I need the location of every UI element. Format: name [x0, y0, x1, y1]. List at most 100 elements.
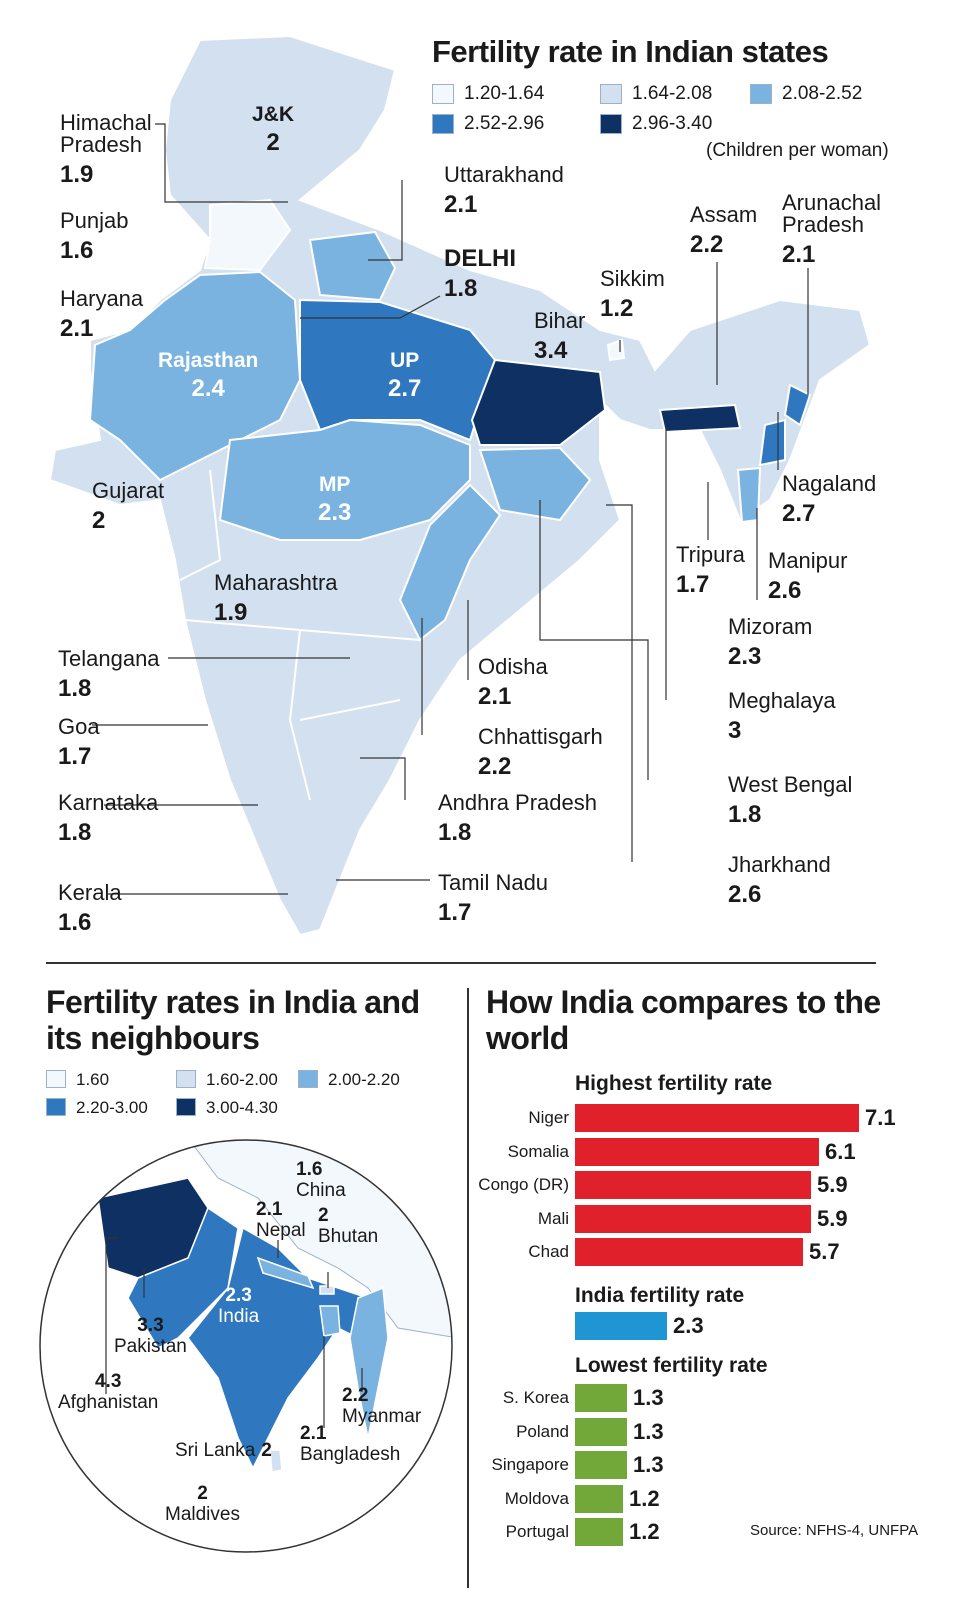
bar-category: S. Korea [502, 1388, 569, 1407]
state-name: Odisha [478, 654, 548, 679]
state-value: 2.6 [728, 881, 762, 908]
india-label: India fertility rate [575, 1284, 745, 1307]
bar-lowest-fertility-rate [575, 1384, 627, 1412]
bangladesh-region [319, 1305, 341, 1337]
up-region [299, 298, 497, 442]
state-value: 1.6 [58, 909, 92, 936]
rajasthan-region [88, 270, 302, 482]
bar-category: Singapore [491, 1455, 569, 1474]
neighbours-map [39, 1139, 453, 1553]
state-label-andhra-pradesh: Andhra Pradesh 1.8 [438, 792, 597, 846]
state-label-assam: Assam 2.2 [690, 204, 757, 258]
state-value: 2.3 [728, 643, 762, 670]
state-label-manipur: Manipur 2.6 [768, 550, 847, 604]
country-name: China [296, 1180, 346, 1201]
nagaland-region [783, 383, 812, 427]
legend-label: 1.64-2.08 [632, 83, 713, 104]
legend-swatch [432, 114, 454, 134]
country-label-pakistan: 3.3 Pakistan [114, 1316, 187, 1358]
mizoram-region [736, 466, 762, 524]
state-value: 2.2 [690, 231, 724, 258]
bar-value: 1.2 [629, 1485, 660, 1511]
country-name: Bhutan [318, 1226, 379, 1247]
state-label-tripura: Tripura 1.7 [676, 544, 745, 598]
bar-category: Congo (DR) [478, 1175, 569, 1194]
state-name: Chhattisgarh [478, 724, 603, 749]
state-name: Assam [690, 202, 758, 227]
country-name: Myanmar [342, 1406, 422, 1427]
bar-category: Portugal [505, 1522, 569, 1541]
state-label-meghalaya: Meghalaya 3 [728, 690, 836, 744]
state-name: Telangana [58, 646, 160, 671]
state-label-west-bengal: West Bengal 1.8 [728, 774, 852, 828]
legend-swatch [432, 84, 454, 104]
state-name: Andhra Pradesh [438, 790, 597, 815]
bar-value: 1.3 [633, 1385, 664, 1410]
lowest-label: Lowest fertility rate [575, 1354, 768, 1377]
country-label-bangladesh: 2.1 Bangladesh [300, 1424, 400, 1466]
state-value: 1.2 [600, 295, 634, 322]
state-value: 1.8 [58, 675, 92, 702]
nb-legend-swatch [46, 1070, 66, 1088]
mp-region [218, 418, 471, 541]
bar-lowest-fertility-rate [575, 1484, 623, 1513]
state-value: 2.7 [388, 375, 422, 402]
bar-value: 6.1 [825, 1138, 856, 1164]
state-label-tamil-nadu: Tamil Nadu 1.7 [438, 872, 548, 926]
state-label-karnataka: Karnataka 1.8 [58, 792, 158, 846]
nb-legend-swatch [176, 1070, 196, 1088]
state-value: 1.8 [58, 819, 92, 846]
state-name: Gujarat [92, 478, 165, 503]
legend-label: 2.52-2.96 [464, 113, 545, 134]
state-label-rajasthan: Rajasthan 2.4 [158, 350, 258, 402]
bar-value: 5.9 [817, 1172, 848, 1197]
bar-value: 1.2 [629, 1519, 660, 1544]
state-value: 1.7 [58, 743, 92, 770]
state-label-maharashtra: Maharashtra 1.9 [214, 572, 338, 626]
state-label-himachal-pradesh: Himachal Pradesh 1.9 [60, 112, 190, 188]
bar-value: 1.3 [633, 1452, 664, 1477]
state-value: 2 [92, 507, 106, 534]
legend-swatch [600, 114, 622, 134]
state-label-kerala: Kerala 1.6 [58, 882, 122, 936]
myanmar-region [349, 1286, 389, 1439]
state-label-goa: Goa 1.7 [58, 716, 100, 770]
unit-note: (Children per woman) [706, 140, 889, 161]
state-name: Nagaland [782, 471, 877, 496]
nepal-region [256, 1256, 315, 1290]
state-value: 2.1 [444, 191, 478, 218]
bar-highest-fertility-rate [575, 1204, 811, 1233]
state-label-j-k: J&K 2 [252, 104, 294, 156]
state-value: 2.6 [768, 577, 802, 604]
neighbours-title: Fertility rates in India and its neighbo… [46, 984, 420, 1056]
bar-highest-fertility-rate [575, 1171, 811, 1199]
state-value: 2.4 [191, 375, 225, 402]
punjab-region [203, 198, 292, 272]
state-value: 3.4 [534, 337, 568, 364]
state-name: Tamil Nadu [438, 870, 549, 895]
bar-value: 1.3 [633, 1418, 664, 1444]
country-label-nepal: 2.1 Nepal [256, 1200, 306, 1242]
state-label-punjab: Punjab 1.6 [60, 210, 129, 264]
nb-legend-label: 1.60-2.00 [206, 1070, 278, 1089]
state-value: 2.7 [782, 500, 816, 527]
bar-value: 5.9 [817, 1205, 848, 1231]
state-name: Goa [58, 714, 100, 739]
bar-category: Chad [528, 1242, 569, 1261]
state-label-sikkim: Sikkim 1.2 [600, 268, 665, 322]
state-name: Mizoram [728, 614, 813, 639]
state-value: 1.8 [728, 801, 762, 828]
state-name: Haryana [60, 286, 144, 311]
nb-legend-label: 3.00-4.30 [206, 1098, 278, 1117]
state-value: 2.1 [478, 683, 512, 710]
page-title: Fertility rate in Indian states [432, 34, 829, 69]
state-label-odisha: Odisha 2.1 [478, 656, 548, 710]
state-name: Manipur [768, 548, 848, 573]
bar-lowest-fertility-rate [575, 1451, 627, 1479]
state-label-uttarakhand: Uttarakhand 2.1 [444, 164, 564, 218]
state-label-delhi: DELHI 1.8 [444, 247, 516, 302]
country-value: 2 [261, 1440, 272, 1461]
state-name: Arunachal Pradesh [782, 190, 882, 237]
state-name: MP [318, 473, 351, 496]
country-value: 2.2 [342, 1385, 369, 1406]
